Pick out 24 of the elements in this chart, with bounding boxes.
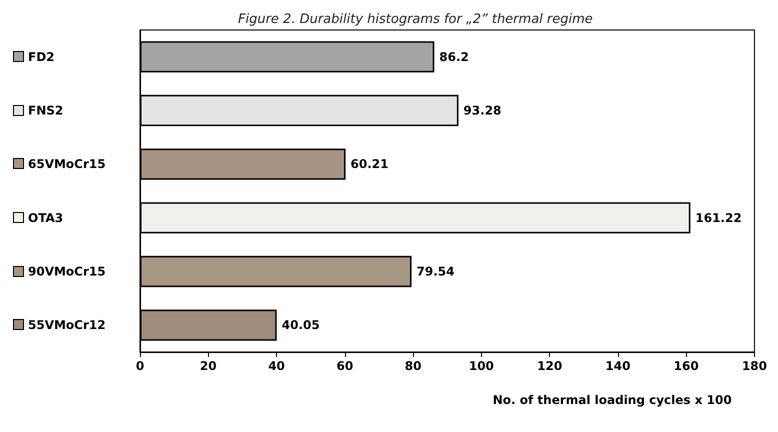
x-tick-label: 40 xyxy=(268,359,285,373)
x-tick-label: 80 xyxy=(404,359,422,373)
data-label: 40.05 xyxy=(282,318,320,332)
data-label: 161.22 xyxy=(695,210,742,225)
x-tick-label: 140 xyxy=(605,359,630,373)
data-label: 60.21 xyxy=(350,157,389,172)
x-tick-label: 100 xyxy=(468,359,494,373)
x-tick-label: 160 xyxy=(674,359,699,373)
data-label: 86.2 xyxy=(439,50,469,64)
x-tick-label: 180 xyxy=(742,359,768,373)
y-tick-label: OTA3 xyxy=(28,210,64,225)
chart-title: Figure 2. Durability histograms for „2” thermal regime xyxy=(238,12,593,27)
y-tick-label: FD2 xyxy=(28,50,55,64)
x-tick-label: 0 xyxy=(136,359,144,373)
y-tick-label: FNS2 xyxy=(28,104,64,118)
data-label: 79.54 xyxy=(416,264,454,278)
data-label: 93.28 xyxy=(463,104,502,118)
y-tick-label: 65VMoCr15 xyxy=(28,157,106,172)
x-tick-label: 120 xyxy=(537,359,562,373)
y-tick-label: 55VMoCr12 xyxy=(28,318,106,332)
x-tick-label: 20 xyxy=(200,359,217,373)
x-tick-label: 60 xyxy=(336,359,354,373)
y-tick-label: 90VMoCr15 xyxy=(28,264,106,278)
x-axis-title: No. of thermal loading cycles x 100 xyxy=(492,393,732,407)
